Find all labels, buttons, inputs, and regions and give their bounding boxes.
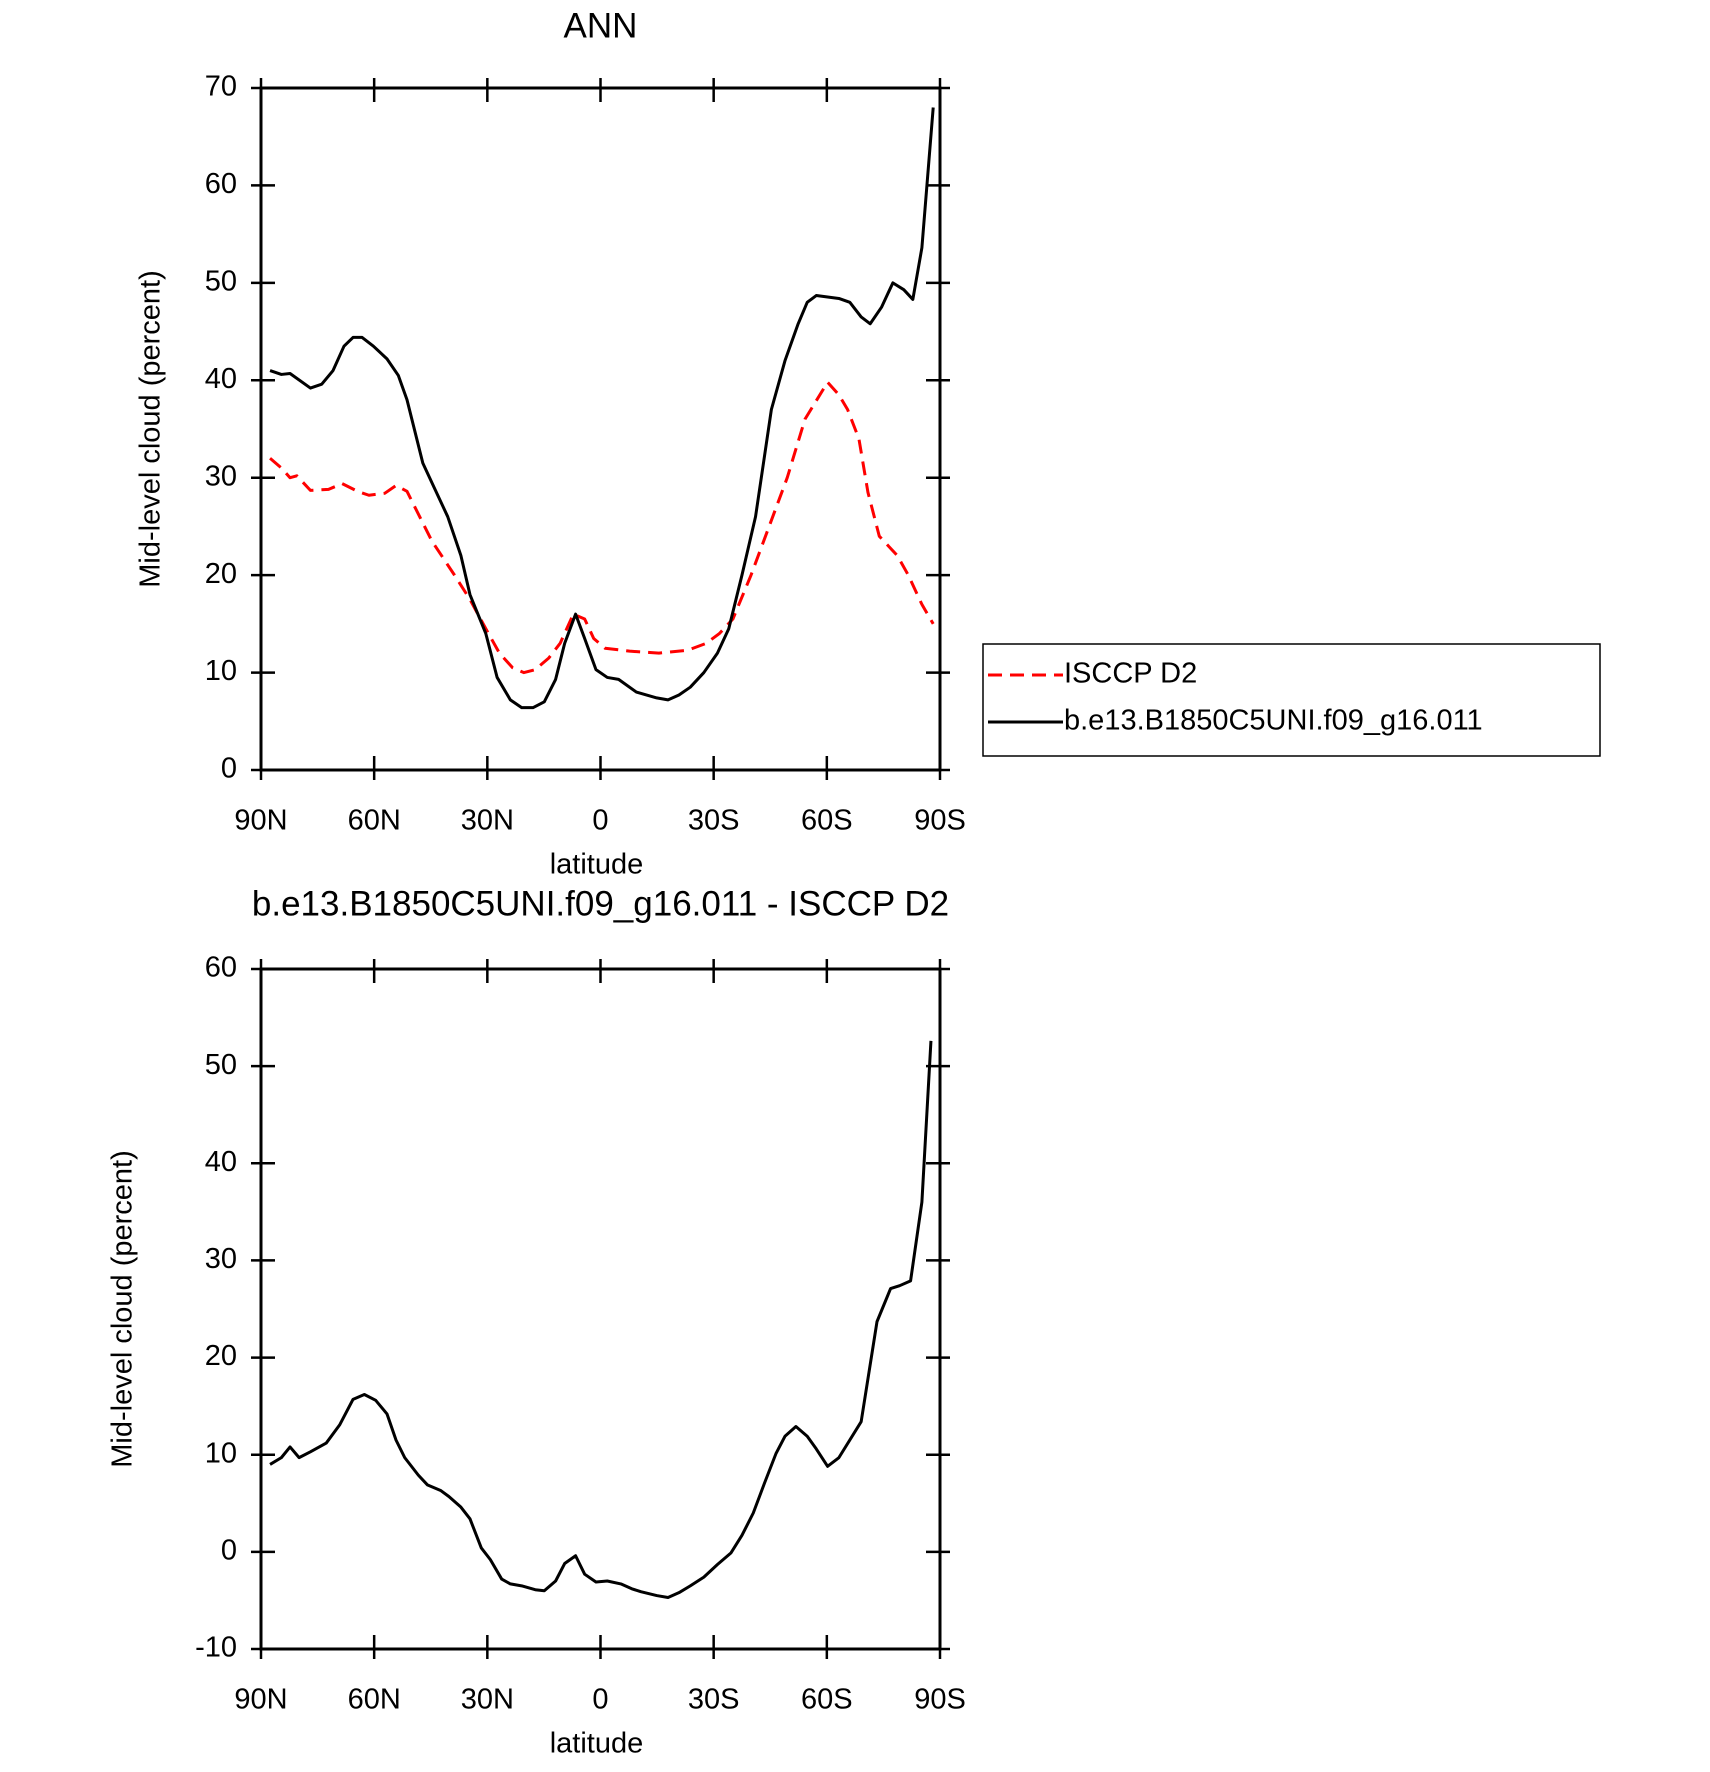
y-tick-label: 20 <box>205 1340 237 1372</box>
y-tick-label: 40 <box>205 363 237 395</box>
data-line <box>269 380 935 675</box>
x-tick-label: 60S <box>801 1684 853 1716</box>
legend-label: b.e13.B1850C5UNI.f09_g16.011 <box>1064 705 1483 737</box>
y-tick-label: 30 <box>205 1243 237 1275</box>
y-tick-label: 60 <box>205 952 237 984</box>
y-tick-label: 20 <box>205 558 237 590</box>
x-tick-label: 60S <box>801 805 853 837</box>
y-tick-label: 10 <box>205 655 237 687</box>
y-tick-label: 50 <box>205 1049 237 1081</box>
chart-title: ANN <box>564 6 638 45</box>
chart-title: b.e13.B1850C5UNI.f09_g16.011 - ISCCP D2 <box>252 884 949 923</box>
x-tick-label: 30S <box>688 805 740 837</box>
y-tick-label: 70 <box>205 71 237 103</box>
y-tick-label: -10 <box>195 1632 237 1664</box>
x-tick-label: 90N <box>234 1684 287 1716</box>
data-line <box>269 107 935 710</box>
y-tick-label: 30 <box>205 460 237 492</box>
data-line <box>269 1040 933 1600</box>
x-tick-label: 30S <box>688 1684 740 1716</box>
plot-frame <box>259 967 942 1651</box>
x-tick-label: 60N <box>348 1684 401 1716</box>
y-tick-label: 50 <box>205 266 237 298</box>
x-tick-label: 0 <box>592 805 608 837</box>
y-tick-label: 0 <box>221 753 237 785</box>
x-tick-label: 60N <box>348 805 401 837</box>
y-tick-label: 0 <box>221 1535 237 1567</box>
x-tick-label: 90N <box>234 805 287 837</box>
y-tick-label: 60 <box>205 168 237 200</box>
y-axis-label: Mid-level cloud (percent) <box>107 1150 139 1468</box>
x-tick-label: 30N <box>461 1684 514 1716</box>
x-tick-label: 90S <box>914 805 966 837</box>
plot-frame <box>259 86 942 772</box>
x-tick-label: 30N <box>461 805 514 837</box>
x-axis-label: latitude <box>550 1728 644 1760</box>
y-tick-label: 40 <box>205 1146 237 1178</box>
x-axis-label: latitude <box>550 849 644 881</box>
x-tick-label: 0 <box>592 1684 608 1716</box>
legend-label: ISCCP D2 <box>1064 658 1197 690</box>
legend-box <box>982 643 1601 757</box>
y-axis-label: Mid-level cloud (percent) <box>135 270 167 588</box>
x-tick-label: 90S <box>914 1684 966 1716</box>
y-tick-label: 10 <box>205 1437 237 1469</box>
